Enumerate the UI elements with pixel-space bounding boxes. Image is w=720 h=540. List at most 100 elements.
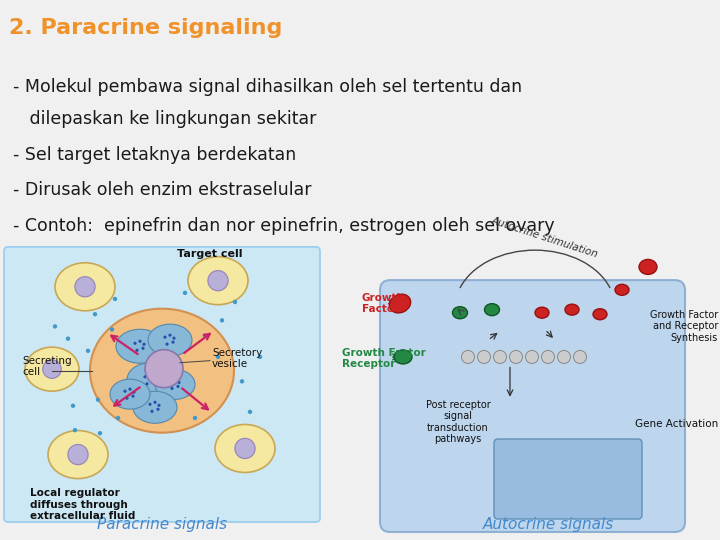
Ellipse shape	[535, 307, 549, 318]
Circle shape	[216, 355, 220, 359]
Circle shape	[135, 349, 138, 352]
Circle shape	[86, 349, 90, 353]
Circle shape	[176, 385, 179, 388]
Circle shape	[163, 335, 166, 339]
Circle shape	[574, 350, 587, 363]
Circle shape	[174, 378, 176, 381]
Circle shape	[193, 416, 197, 420]
Text: - Dirusak oleh enzim ekstraselular: - Dirusak oleh enzim ekstraselular	[13, 181, 312, 199]
Text: Gene Activation: Gene Activation	[635, 419, 718, 429]
Text: Growth Factor
Receptor: Growth Factor Receptor	[342, 348, 426, 369]
Text: - Molekul pembawa signal dihasilkan oleh sel tertentu dan: - Molekul pembawa signal dihasilkan oleh…	[13, 78, 522, 96]
Text: dilepaskan ke lingkungan sekitar: dilepaskan ke lingkungan sekitar	[13, 110, 316, 128]
Text: Paracrine signals: Paracrine signals	[97, 517, 227, 532]
Circle shape	[172, 336, 176, 340]
Circle shape	[128, 388, 132, 391]
Circle shape	[71, 403, 75, 408]
Ellipse shape	[48, 430, 108, 478]
Text: Target cell: Target cell	[177, 249, 243, 259]
Text: - Contoh:  epinefrin dan nor epinefrin, estrogen oleh sel ovary: - Contoh: epinefrin dan nor epinefrin, e…	[13, 217, 554, 235]
Ellipse shape	[133, 392, 177, 423]
Circle shape	[151, 380, 155, 383]
Text: Post receptor
signal
transduction
pathways: Post receptor signal transduction pathwa…	[426, 400, 490, 444]
Circle shape	[183, 291, 187, 295]
Text: Local regulator
diffuses through
extracellular fluid: Local regulator diffuses through extrace…	[30, 488, 135, 521]
Circle shape	[150, 410, 153, 413]
Circle shape	[145, 382, 148, 386]
Ellipse shape	[55, 263, 115, 310]
Circle shape	[125, 396, 129, 400]
Circle shape	[233, 300, 237, 304]
Circle shape	[153, 401, 157, 404]
Circle shape	[258, 355, 262, 359]
Circle shape	[541, 350, 554, 363]
Text: 2. Paracrine signaling: 2. Paracrine signaling	[9, 18, 282, 38]
Circle shape	[113, 297, 117, 301]
Circle shape	[158, 404, 161, 407]
Ellipse shape	[452, 307, 467, 319]
Ellipse shape	[188, 256, 248, 305]
Circle shape	[557, 350, 570, 363]
Circle shape	[116, 416, 120, 420]
Circle shape	[68, 444, 88, 464]
Circle shape	[123, 389, 127, 393]
Circle shape	[141, 347, 145, 350]
Text: Autocrine stimulation: Autocrine stimulation	[490, 215, 600, 259]
Circle shape	[143, 375, 147, 379]
Ellipse shape	[565, 304, 579, 315]
Ellipse shape	[25, 347, 79, 391]
Text: - Sel target letaknya berdekatan: - Sel target letaknya berdekatan	[13, 146, 296, 164]
Circle shape	[235, 438, 255, 458]
Ellipse shape	[485, 303, 500, 316]
Circle shape	[148, 373, 152, 376]
Circle shape	[203, 333, 207, 338]
Circle shape	[156, 408, 160, 411]
Circle shape	[138, 340, 142, 343]
Text: Growth Factor
and Receptor
Synthesis: Growth Factor and Receptor Synthesis	[649, 310, 718, 343]
Ellipse shape	[394, 350, 412, 364]
Ellipse shape	[593, 309, 607, 320]
FancyBboxPatch shape	[380, 280, 685, 532]
Circle shape	[526, 350, 539, 363]
Circle shape	[493, 350, 506, 363]
Circle shape	[73, 428, 77, 433]
Circle shape	[153, 376, 156, 380]
Circle shape	[132, 395, 135, 398]
Circle shape	[133, 342, 137, 345]
Circle shape	[53, 324, 57, 329]
Text: Autocrine signals: Autocrine signals	[482, 517, 613, 532]
Ellipse shape	[110, 379, 150, 409]
Circle shape	[462, 350, 474, 363]
Circle shape	[510, 350, 523, 363]
Circle shape	[145, 350, 183, 388]
Ellipse shape	[116, 329, 164, 363]
Ellipse shape	[639, 259, 657, 274]
Text: Growth
Factor: Growth Factor	[362, 293, 405, 314]
Circle shape	[240, 379, 244, 383]
Ellipse shape	[148, 324, 192, 356]
Circle shape	[75, 276, 95, 297]
FancyBboxPatch shape	[494, 439, 642, 519]
Circle shape	[96, 397, 100, 402]
Circle shape	[166, 342, 168, 346]
Circle shape	[132, 390, 135, 394]
Ellipse shape	[390, 294, 410, 313]
Ellipse shape	[127, 363, 173, 397]
Circle shape	[93, 312, 97, 316]
Circle shape	[171, 387, 174, 390]
Circle shape	[143, 343, 145, 346]
Circle shape	[248, 410, 252, 414]
Circle shape	[66, 336, 71, 341]
Ellipse shape	[90, 309, 234, 433]
Circle shape	[477, 350, 490, 363]
Ellipse shape	[215, 424, 275, 472]
Circle shape	[168, 380, 171, 383]
Circle shape	[42, 360, 61, 379]
Text: Secretory
vesicle: Secretory vesicle	[212, 348, 262, 369]
Circle shape	[220, 318, 224, 322]
Circle shape	[109, 327, 114, 332]
FancyBboxPatch shape	[4, 247, 320, 522]
Ellipse shape	[615, 285, 629, 295]
Text: Secreting
cell: Secreting cell	[22, 356, 71, 377]
Circle shape	[208, 271, 228, 291]
